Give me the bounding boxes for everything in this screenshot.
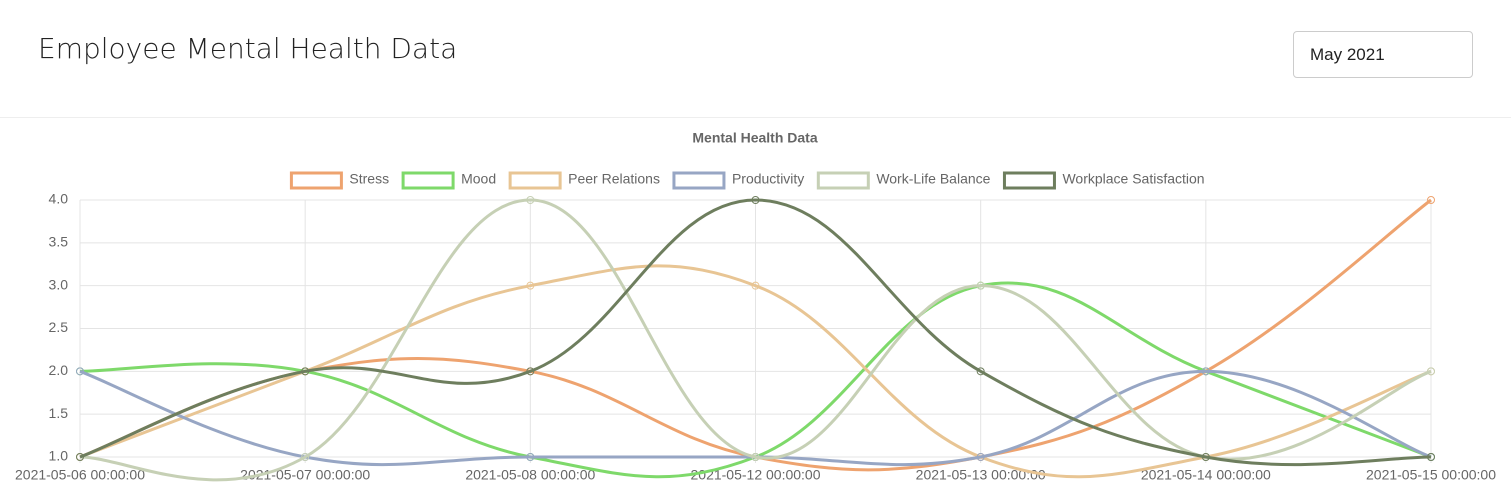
data-point	[1201, 367, 1210, 376]
y-tick-label: 4.0	[49, 191, 69, 207]
legend-swatch	[816, 171, 870, 190]
legend-label: Workplace Satisfaction	[1062, 171, 1204, 187]
y-tick-label: 2.5	[49, 319, 69, 335]
x-tick-label: 2021-05-15 00:00:00	[1366, 467, 1496, 483]
data-point	[526, 196, 535, 204]
data-point	[976, 367, 985, 376]
data-point	[976, 453, 985, 461]
x-tick-label: 2021-05-06 00:00:00	[15, 467, 145, 483]
data-point	[976, 281, 985, 290]
data-point	[751, 281, 760, 290]
data-point	[526, 281, 535, 290]
data-point	[1201, 453, 1210, 461]
legend-label: Peer Relations	[568, 171, 660, 187]
data-point	[76, 453, 84, 461]
x-tick-label: 2021-05-14 00:00:00	[1141, 467, 1271, 483]
series-line	[79, 198, 1432, 467]
data-point	[526, 453, 535, 461]
data-point	[751, 453, 760, 461]
data-point	[1427, 367, 1435, 376]
y-tick-label: 3.0	[49, 276, 69, 292]
legend-swatch	[289, 171, 343, 190]
data-point	[1427, 453, 1435, 461]
data-point	[526, 367, 535, 376]
legend-swatch	[672, 171, 726, 190]
legend-label: Stress	[349, 171, 389, 187]
chart-title: Mental Health Data	[692, 130, 817, 146]
x-tick-label: 2021-05-13 00:00:00	[916, 467, 1046, 483]
data-point	[76, 367, 84, 376]
data-point	[301, 367, 310, 376]
data-point	[1427, 196, 1435, 204]
data-point	[751, 196, 760, 204]
x-tick-label: 2021-05-12 00:00:00	[691, 467, 821, 483]
y-tick-label: 1.5	[49, 405, 69, 421]
header: Employee Mental Health Data May 2021	[0, 0, 1511, 118]
y-tick-label: 1.0	[49, 448, 69, 464]
month-selector[interactable]: May 2021	[1293, 31, 1473, 78]
chart: Mental Health Data 1.0 1.5 2.0 2.5 3.0 3.5 4.0…	[15, 130, 1496, 483]
legend-swatch	[508, 171, 562, 190]
legend-label: Mood	[461, 171, 496, 187]
legend-swatch	[401, 171, 455, 190]
legend-label: Productivity	[732, 171, 804, 187]
x-tick-label: 2021-05-08 00:00:00	[465, 467, 595, 483]
y-tick-label: 3.5	[49, 234, 69, 250]
data-point	[301, 453, 310, 461]
legend-label: Work-Life Balance	[876, 171, 990, 187]
page-title: Employee Mental Health Data	[38, 32, 458, 65]
y-tick-label: 2.0	[49, 362, 69, 378]
legend-swatch	[1002, 171, 1056, 190]
